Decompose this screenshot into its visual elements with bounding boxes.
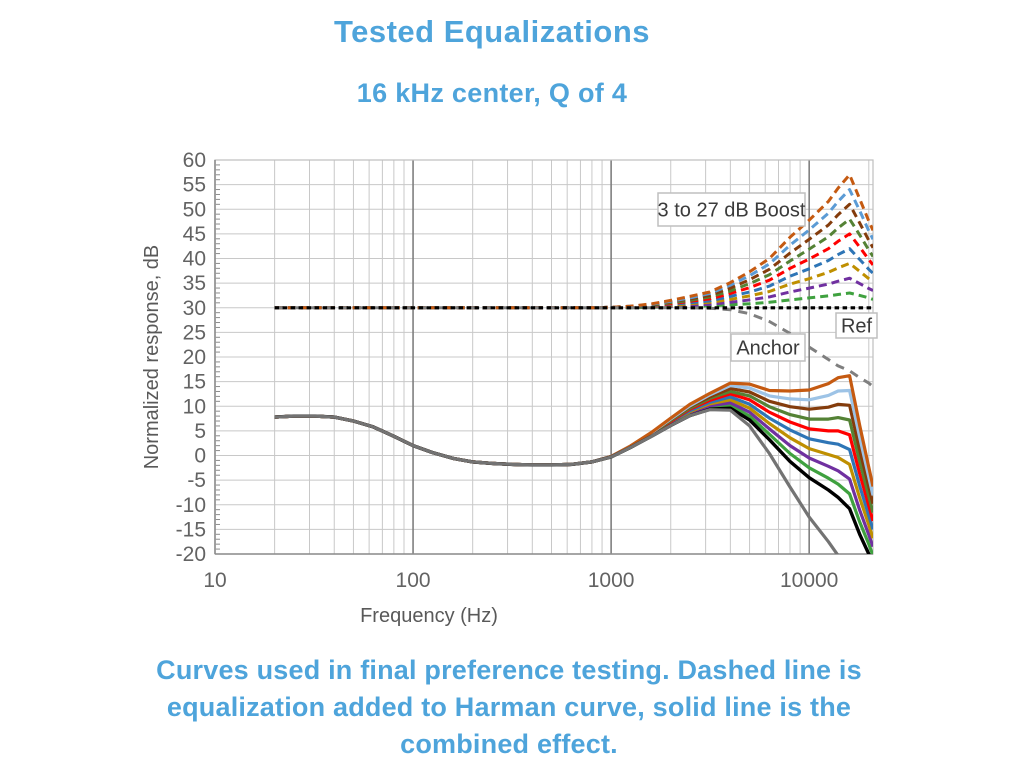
x-tick-label: 100 (396, 569, 431, 592)
caption-line-3: combined effect. (400, 729, 618, 759)
x-tick-label: 10 (203, 569, 226, 592)
y-axis-title: Normalized response, dB (141, 245, 163, 470)
curves-group (274, 173, 873, 554)
caption-line-2: equalization added to Harman curve, soli… (166, 692, 852, 722)
y-tick-label: 25 (183, 321, 206, 344)
y-tick-label: 50 (183, 198, 206, 221)
y-tick-label: 5 (194, 420, 206, 443)
caption-line-1: Curves used in final preference testing.… (156, 655, 862, 685)
annotation-box (730, 333, 806, 362)
x-axis-title: Frequency (Hz) (360, 605, 498, 627)
annotation-box (835, 312, 878, 339)
y-tick-label: 45 (183, 223, 206, 246)
annotation-box (657, 192, 806, 227)
y-tick-label: 30 (183, 297, 206, 320)
page-title: Tested Equalizations (333, 14, 651, 49)
eq-3dB-dashed-curve (274, 291, 873, 310)
y-tick-label: -10 (176, 494, 206, 517)
eq-12dB-dashed-curve (274, 247, 873, 310)
y-tick-label: 0 (194, 445, 206, 468)
y-tick-label: 10 (183, 395, 206, 418)
annotation-label: Anchor (736, 338, 800, 360)
y-tick-label: -15 (176, 518, 206, 541)
y-tick-label: -20 (176, 543, 206, 566)
anchor-combined-solid-curve (274, 408, 840, 554)
y-tick-label: 40 (183, 248, 206, 271)
anchor-eq-dashed-curve (274, 306, 873, 388)
x-tick-label: 1000 (588, 569, 635, 592)
annotation-label: 3 to 27 dB Boost (658, 200, 806, 222)
page-subtitle: 16 kHz center, Q of 4 (356, 78, 628, 108)
chart-caption: Curves used in final preference testing.… (0, 652, 1018, 763)
y-tick-label: -5 (187, 469, 206, 492)
combined-9dB-solid-curve (274, 398, 873, 539)
y-tick-label: 55 (183, 174, 206, 197)
annotation-label: Ref (841, 316, 873, 338)
y-tick-label: 15 (183, 371, 206, 394)
y-tick-label: 60 (183, 149, 206, 172)
y-tick-label: 20 (183, 346, 206, 369)
x-tick-label: 10000 (780, 569, 838, 592)
y-tick-label: 35 (183, 272, 206, 295)
